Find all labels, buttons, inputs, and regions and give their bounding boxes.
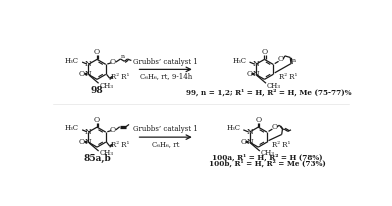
Text: O: O [255, 116, 261, 124]
Text: N: N [252, 60, 259, 68]
Text: Grubbs’ catalyst 1: Grubbs’ catalyst 1 [133, 125, 198, 133]
Text: O: O [240, 138, 247, 146]
Text: O: O [79, 138, 85, 146]
Text: N: N [252, 70, 259, 78]
Text: 99, n = 1,2; R¹ = H, R² = H, Me (75-77)%: 99, n = 1,2; R¹ = H, R² = H, Me (75-77)% [185, 89, 351, 96]
Text: O: O [272, 123, 278, 131]
Text: R² R¹: R² R¹ [111, 74, 130, 81]
Text: CH₃: CH₃ [267, 82, 281, 90]
Text: H₃C: H₃C [65, 56, 79, 64]
Text: 100b, R¹ = H, R² = Me (73%): 100b, R¹ = H, R² = Me (73%) [209, 160, 326, 168]
Text: N: N [85, 70, 92, 78]
Text: 100a, R¹ = H, R² = H (78%): 100a, R¹ = H, R² = H (78%) [212, 153, 323, 161]
Text: O: O [247, 70, 252, 78]
Text: 85a,b: 85a,b [83, 154, 111, 163]
Text: N: N [246, 128, 253, 136]
Text: O: O [79, 70, 85, 78]
Text: Grubbs’ catalyst 1: Grubbs’ catalyst 1 [133, 58, 198, 66]
Text: O: O [261, 48, 267, 56]
Text: N: N [85, 128, 92, 136]
Text: H₃C: H₃C [65, 124, 79, 132]
Text: CH₃: CH₃ [261, 149, 274, 157]
Text: H₃C: H₃C [226, 124, 240, 132]
Text: H₃C: H₃C [232, 56, 247, 64]
Text: C₆H₆, rt, 9-14h: C₆H₆, rt, 9-14h [140, 72, 192, 80]
Text: O: O [110, 58, 116, 66]
Text: n: n [291, 58, 295, 63]
Text: n: n [121, 54, 125, 59]
Text: O: O [278, 55, 284, 63]
Text: O: O [110, 126, 116, 134]
Text: CH₃: CH₃ [100, 82, 113, 90]
Text: O: O [94, 116, 100, 124]
Text: O: O [94, 48, 100, 56]
Text: R² R¹: R² R¹ [111, 141, 130, 149]
Text: C₆H₆, rt: C₆H₆, rt [152, 140, 179, 148]
Text: R² R¹: R² R¹ [272, 141, 291, 149]
Text: N: N [85, 138, 92, 146]
Text: CH₃: CH₃ [100, 149, 113, 157]
Text: 98: 98 [91, 87, 103, 95]
Text: N: N [246, 138, 253, 146]
Text: N: N [85, 60, 92, 68]
Text: R² R¹: R² R¹ [279, 74, 297, 81]
